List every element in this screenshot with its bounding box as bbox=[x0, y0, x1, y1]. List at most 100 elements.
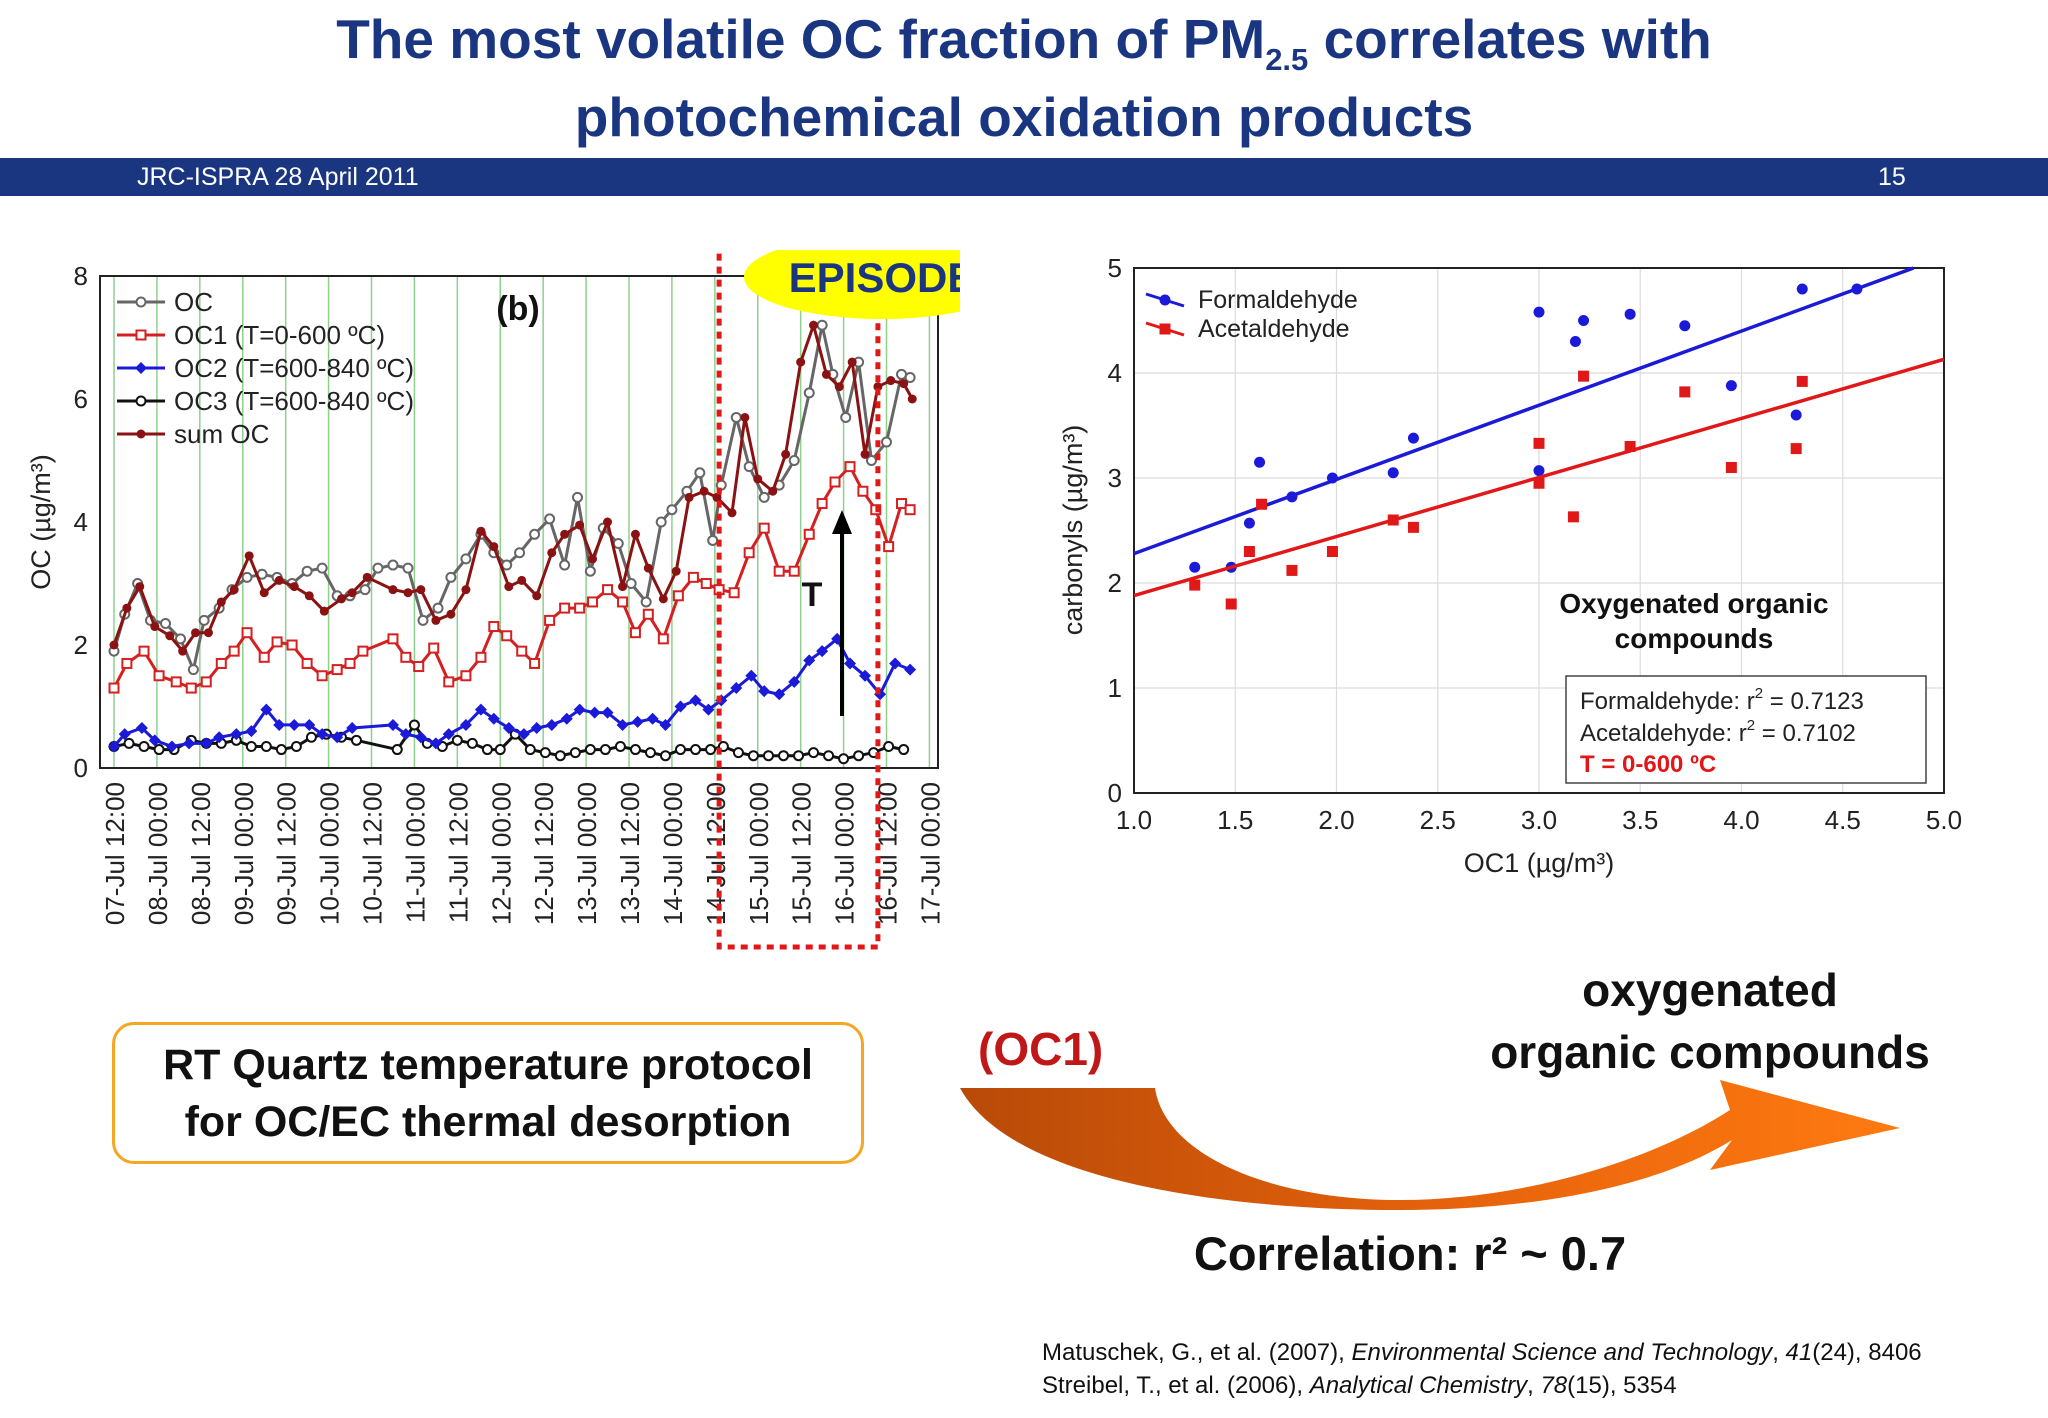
data-point bbox=[730, 411, 742, 423]
data-point bbox=[387, 559, 399, 571]
data-point bbox=[346, 722, 359, 735]
data-point bbox=[259, 588, 269, 598]
data-point bbox=[865, 455, 877, 466]
data-point bbox=[574, 602, 586, 614]
data-point bbox=[288, 718, 301, 731]
data-point bbox=[316, 670, 328, 682]
data-point bbox=[135, 582, 145, 592]
data-point bbox=[153, 670, 165, 682]
data-point bbox=[138, 740, 150, 752]
legend-marker bbox=[135, 329, 147, 341]
plot-frame bbox=[99, 275, 939, 769]
data-point bbox=[400, 651, 412, 663]
data-point bbox=[229, 585, 239, 595]
data-point bbox=[123, 737, 135, 749]
data-point bbox=[788, 565, 800, 577]
data-point bbox=[1851, 283, 1863, 295]
data-point bbox=[675, 744, 686, 756]
data-point bbox=[187, 664, 199, 676]
data-point bbox=[241, 571, 253, 583]
data-point bbox=[408, 719, 420, 731]
x-tick-label: 09-Jul 12:00 bbox=[272, 782, 302, 925]
data-point bbox=[816, 498, 828, 510]
data-point bbox=[241, 627, 253, 639]
x-tick-label: 15-Jul 00:00 bbox=[744, 782, 774, 925]
data-point bbox=[403, 588, 413, 598]
data-point bbox=[603, 517, 613, 527]
data-point bbox=[290, 740, 302, 752]
slide-number: 15 bbox=[1878, 163, 1906, 191]
data-point bbox=[762, 750, 774, 762]
x-tick-label: 5.0 bbox=[1926, 805, 1962, 835]
x-tick-labels: 1.0 1.5 2.0 2.5 3.0 3.5 4.0 4.5 5.0 bbox=[1116, 805, 1962, 835]
data-point bbox=[432, 602, 444, 614]
data-point bbox=[504, 582, 514, 592]
data-point bbox=[1725, 380, 1737, 392]
data-point bbox=[899, 379, 909, 389]
data-point bbox=[1790, 443, 1802, 455]
data-point bbox=[666, 504, 678, 516]
data-point bbox=[148, 734, 161, 747]
series-line bbox=[113, 722, 905, 761]
header-banner: JRC-ISPRA 28 April 2011 15 bbox=[0, 158, 2048, 196]
data-point bbox=[350, 734, 362, 746]
correlation-label: Correlation: r² ~ 0.7 bbox=[1193, 1227, 1627, 1280]
title-subscript: 2.5 bbox=[1265, 42, 1309, 77]
y-tick-label: 2 bbox=[74, 630, 88, 660]
data-point bbox=[118, 728, 131, 741]
data-point bbox=[730, 682, 743, 695]
x-tick-label: 12-Jul 00:00 bbox=[486, 782, 516, 925]
data-point bbox=[743, 547, 755, 559]
data-point bbox=[487, 712, 500, 725]
data-point bbox=[501, 559, 513, 571]
data-point bbox=[1387, 514, 1399, 526]
data-point bbox=[640, 596, 652, 608]
data-point bbox=[587, 596, 599, 608]
data-point bbox=[803, 528, 815, 540]
data-point bbox=[809, 320, 819, 330]
data-point bbox=[530, 722, 543, 735]
legend-marker bbox=[136, 429, 146, 439]
data-point bbox=[443, 676, 455, 688]
temperature-range: T = 0-600 ºC bbox=[1580, 751, 1716, 778]
rt-box-line-1: RT Quartz temperature protocol bbox=[163, 1041, 813, 1089]
data-point bbox=[514, 547, 526, 559]
formaldehyde-r2: Formaldehyde: r2 = 0.7123 bbox=[1580, 685, 1864, 715]
carbonyls-scatter-chart: 0 1 2 3 4 5 1.0 1.5 2.0 2.5 3.0 3.5 4.0 4.5 5.0 OC1 (… bbox=[1058, 253, 1962, 878]
episode-ellipse bbox=[744, 250, 960, 319]
data-point bbox=[1189, 561, 1201, 573]
legend-item: Formaldehyde bbox=[1145, 286, 1358, 314]
data-point bbox=[245, 740, 257, 752]
data-point bbox=[273, 718, 286, 731]
data-point bbox=[1533, 477, 1545, 489]
series-oc1 bbox=[108, 461, 916, 694]
data-point bbox=[1796, 375, 1808, 387]
reference-item: Matuschek, G., et al. (2007), Environmen… bbox=[1042, 1339, 1922, 1366]
series-layer bbox=[1133, 266, 1945, 610]
data-point bbox=[362, 572, 372, 582]
x-tick-label: 15-Jul 12:00 bbox=[787, 782, 817, 925]
x-tick-label: 14-Jul 12:00 bbox=[701, 782, 731, 925]
data-point bbox=[857, 485, 869, 497]
data-point bbox=[629, 627, 641, 639]
data-point bbox=[1796, 283, 1808, 295]
data-point bbox=[175, 633, 187, 645]
y-tick-label: 8 bbox=[74, 261, 88, 291]
data-point bbox=[674, 700, 687, 713]
data-point bbox=[601, 706, 614, 719]
data-point bbox=[860, 449, 870, 459]
data-point bbox=[575, 520, 585, 530]
data-point bbox=[740, 412, 750, 422]
y-axis-label: carbonyls (µg/m³) bbox=[1058, 425, 1088, 636]
data-point bbox=[460, 553, 472, 565]
data-point bbox=[560, 712, 573, 725]
data-point bbox=[702, 703, 715, 716]
data-point bbox=[758, 522, 770, 534]
data-point bbox=[344, 657, 356, 669]
data-point bbox=[502, 722, 515, 735]
data-point bbox=[417, 614, 429, 626]
data-point bbox=[847, 357, 857, 367]
data-point bbox=[612, 538, 624, 550]
y-tick-label: 0 bbox=[1108, 778, 1122, 808]
